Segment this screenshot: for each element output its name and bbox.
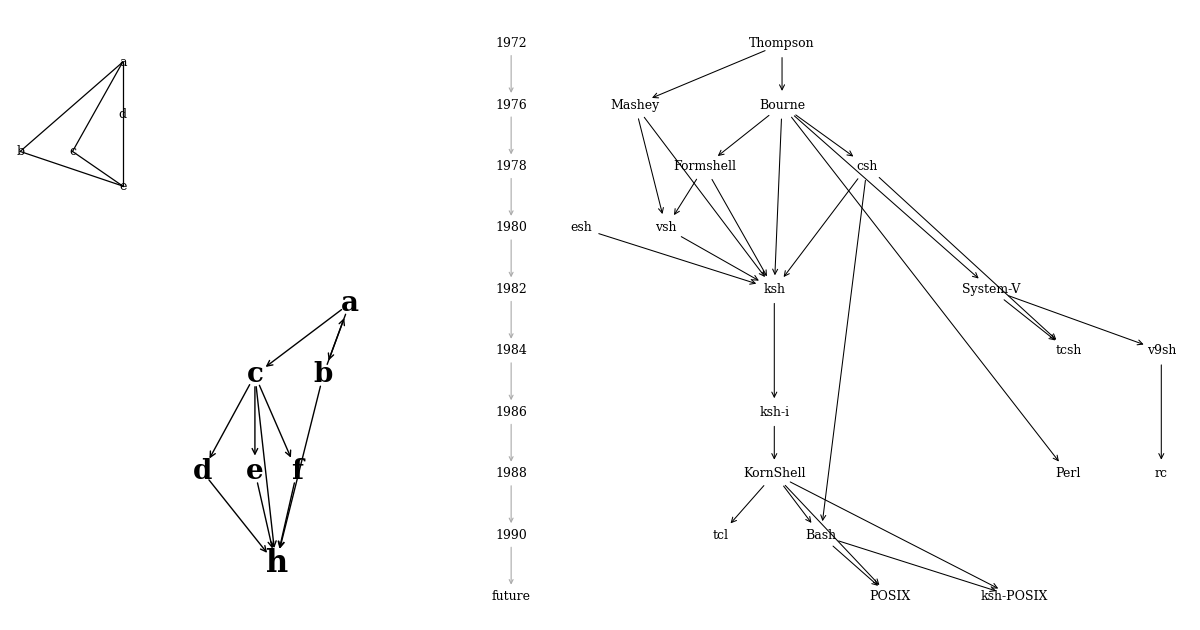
Text: v9sh: v9sh bbox=[1147, 345, 1176, 357]
Text: 1978: 1978 bbox=[496, 160, 527, 173]
Text: Formshell: Formshell bbox=[673, 160, 736, 173]
Text: tcsh: tcsh bbox=[1055, 345, 1081, 357]
Text: a: a bbox=[119, 55, 126, 69]
Text: Bourne: Bourne bbox=[758, 98, 805, 112]
Text: Thompson: Thompson bbox=[749, 37, 815, 50]
Text: e: e bbox=[246, 458, 264, 485]
Text: b: b bbox=[313, 362, 332, 389]
Text: 1986: 1986 bbox=[496, 406, 527, 419]
Text: KornShell: KornShell bbox=[743, 467, 805, 480]
Text: 1990: 1990 bbox=[496, 529, 527, 542]
Text: 1976: 1976 bbox=[496, 98, 527, 112]
Text: ksh-i: ksh-i bbox=[760, 406, 790, 419]
Text: e: e bbox=[119, 180, 126, 193]
Text: c: c bbox=[70, 145, 76, 158]
Text: System-V: System-V bbox=[962, 283, 1020, 296]
Text: 1982: 1982 bbox=[496, 283, 527, 296]
Text: d: d bbox=[193, 458, 212, 485]
Text: b: b bbox=[16, 145, 24, 158]
Text: 1988: 1988 bbox=[496, 467, 527, 480]
Text: f: f bbox=[290, 458, 302, 485]
Text: POSIX: POSIX bbox=[870, 590, 911, 603]
Text: 1984: 1984 bbox=[496, 345, 527, 357]
Text: h: h bbox=[265, 549, 287, 580]
Text: Mashey: Mashey bbox=[611, 98, 660, 112]
Text: tcl: tcl bbox=[712, 529, 728, 542]
Text: future: future bbox=[492, 590, 530, 603]
Text: vsh: vsh bbox=[655, 221, 677, 234]
Text: esh: esh bbox=[570, 221, 592, 234]
Text: Perl: Perl bbox=[1056, 467, 1081, 480]
Text: rc: rc bbox=[1154, 467, 1168, 480]
Text: Bash: Bash bbox=[805, 529, 836, 542]
Text: ksh-POSIX: ksh-POSIX bbox=[980, 590, 1048, 603]
Text: 1980: 1980 bbox=[496, 221, 527, 234]
Text: ksh: ksh bbox=[763, 283, 785, 296]
Text: c: c bbox=[246, 362, 263, 389]
Text: a: a bbox=[341, 290, 359, 317]
Text: csh: csh bbox=[857, 160, 878, 173]
Text: 1972: 1972 bbox=[496, 37, 527, 50]
Text: d: d bbox=[119, 108, 127, 120]
